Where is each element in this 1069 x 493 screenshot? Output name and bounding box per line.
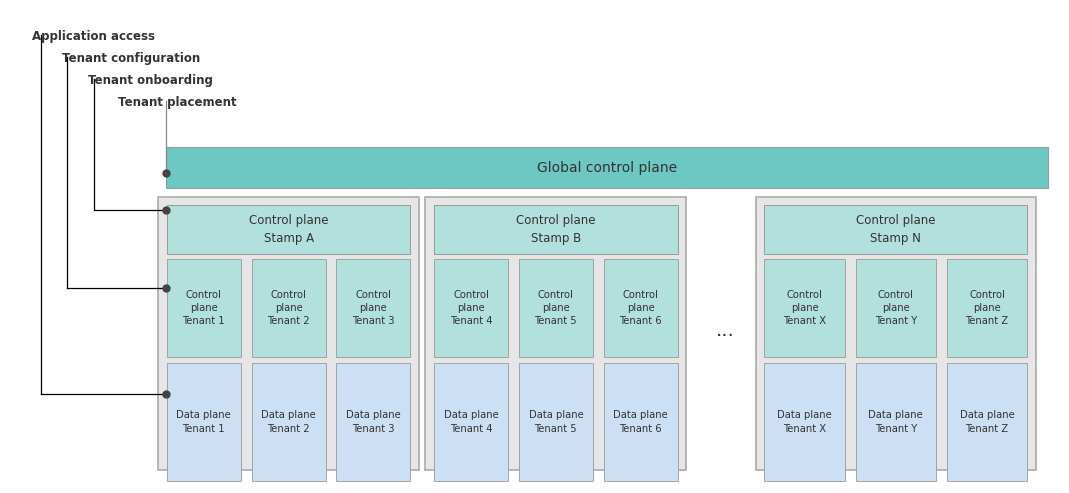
Text: Data plane
Tenant X: Data plane Tenant X [777,410,832,434]
Bar [518,363,593,481]
Text: Data plane
Tenant 2: Data plane Tenant 2 [261,410,316,434]
Text: Tenant onboarding: Tenant onboarding [88,74,213,87]
Bar [166,147,1048,188]
Text: Tenant placement: Tenant placement [118,96,236,109]
Text: ...: ... [715,321,734,340]
Text: Data plane
Tenant 5: Data plane Tenant 5 [528,410,584,434]
Bar [764,205,1027,254]
Bar [604,259,678,357]
Text: Control
plane
Tenant 6: Control plane Tenant 6 [619,290,662,326]
Bar [855,259,936,357]
Bar [947,259,1027,357]
Text: Control
plane
Tenant Y: Control plane Tenant Y [874,290,917,326]
Text: Control
plane
Tenant X: Control plane Tenant X [783,290,826,326]
Text: Data plane
Tenant 6: Data plane Tenant 6 [614,410,668,434]
Text: Data plane
Tenant 4: Data plane Tenant 4 [444,410,498,434]
Text: Control plane
Stamp A: Control plane Stamp A [249,214,328,245]
Bar [158,197,419,470]
Bar [251,259,326,357]
Bar [167,259,241,357]
Bar [764,363,845,481]
Bar [337,259,410,357]
Text: Data plane
Tenant 3: Data plane Tenant 3 [346,410,401,434]
Text: Control plane
Stamp N: Control plane Stamp N [856,214,935,245]
Text: Data plane
Tenant Z: Data plane Tenant Z [960,410,1014,434]
Bar [947,363,1027,481]
Text: Control
plane
Tenant 4: Control plane Tenant 4 [450,290,493,326]
Text: Control
plane
Tenant 5: Control plane Tenant 5 [534,290,577,326]
Text: Application access: Application access [32,30,155,42]
Bar [167,205,410,254]
Bar [434,259,508,357]
Text: Control
plane
Tenant 1: Control plane Tenant 1 [183,290,226,326]
Bar [756,197,1036,470]
Bar [434,205,678,254]
Text: Control
plane
Tenant Z: Control plane Tenant Z [965,290,1009,326]
Text: Control plane
Stamp B: Control plane Stamp B [516,214,595,245]
Bar [434,363,508,481]
Bar [167,363,241,481]
Text: Control
plane
Tenant 3: Control plane Tenant 3 [352,290,394,326]
Bar [764,259,845,357]
Text: Control
plane
Tenant 2: Control plane Tenant 2 [267,290,310,326]
Bar [604,363,678,481]
Text: Tenant configuration: Tenant configuration [62,52,200,65]
Bar [425,197,686,470]
Bar [518,259,593,357]
Bar [855,363,936,481]
Bar [251,363,326,481]
Text: Data plane
Tenant 1: Data plane Tenant 1 [176,410,231,434]
Text: Global control plane: Global control plane [537,161,677,175]
Text: Data plane
Tenant Y: Data plane Tenant Y [868,410,924,434]
Bar [337,363,410,481]
